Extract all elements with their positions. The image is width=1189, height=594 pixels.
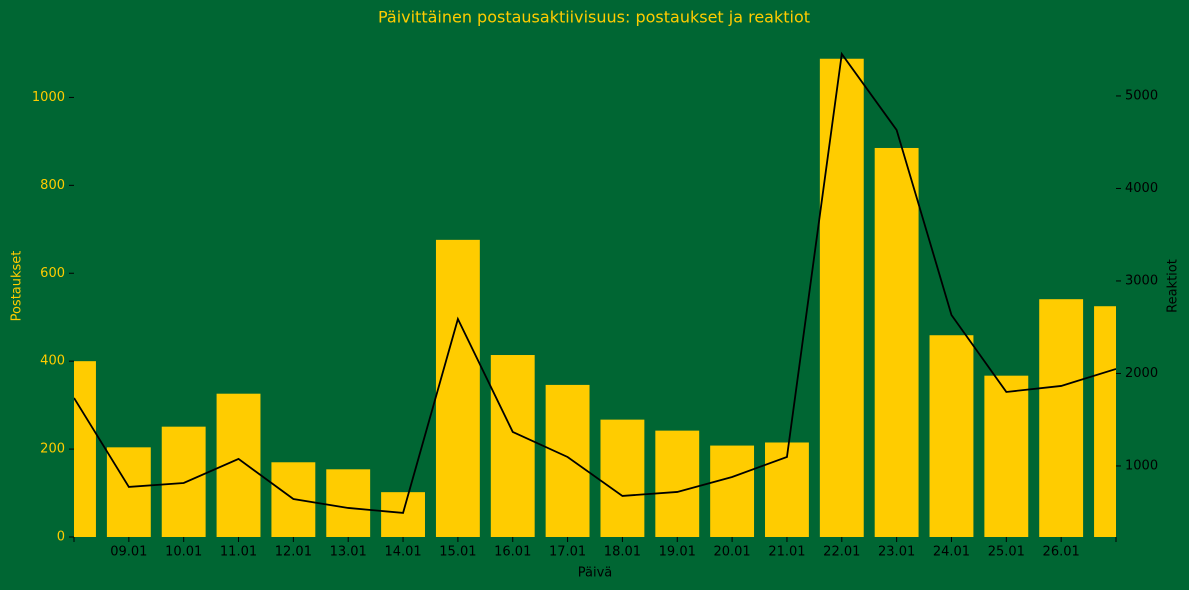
x-tick-label: 13.01 [330,545,367,560]
y2-tick-label: 4000 [1125,181,1158,196]
x-tick-label: 19.01 [659,545,696,560]
y2-tick-label: 2000 [1125,366,1158,381]
y-tick-label: 0 [57,530,65,545]
bar [600,419,645,537]
plot-area [74,51,1116,537]
y-axis-label: Postaukset [10,251,25,322]
bar [326,469,371,537]
bar [1039,299,1084,537]
x-tick-label: 10.01 [165,545,202,560]
y-tick-label: 800 [40,178,65,193]
x-tick-label: 23.01 [878,545,915,560]
bar [490,355,535,537]
y-tick-label: 1000 [32,90,65,105]
x-tick-label: 11.01 [220,545,257,560]
bar [161,426,206,537]
x-tick-label: 18.01 [604,545,641,560]
y2-tick-label: 1000 [1125,458,1158,473]
bar [874,147,919,537]
bar [655,430,700,537]
y-tick-label: 400 [40,354,65,369]
y2-tick-label: 5000 [1125,88,1158,103]
y2-axis-label: Reaktiot [1166,259,1181,313]
chart-title: Päivittäinen postausaktiivisuus: postauk… [378,8,810,27]
bar [984,375,1029,537]
x-tick-label: 20.01 [713,545,750,560]
x-tick-label: 15.01 [439,545,476,560]
bar [765,442,809,537]
x-tick-label: 12.01 [275,545,312,560]
bar [545,384,590,537]
x-tick-label: 21.01 [768,545,805,560]
bar [929,335,974,537]
bar [819,58,864,537]
x-tick-label: 09.01 [110,545,147,560]
bar [435,239,480,537]
x-tick-label: 17.01 [549,545,586,560]
y-tick-label: 600 [40,266,65,281]
bar [1094,306,1116,537]
bar [74,361,96,537]
x-tick-label: 25.01 [988,545,1025,560]
bar [381,492,425,537]
y-tick-label: 200 [40,442,65,457]
x-axis-label: Päivä [578,566,613,581]
bar [710,445,755,537]
x-tick-label: 16.01 [494,545,531,560]
x-tick-label: 14.01 [384,545,421,560]
x-tick-label: 24.01 [933,545,970,560]
y2-tick-label: 3000 [1125,273,1158,288]
line [74,51,1116,514]
x-tick-label: 26.01 [1043,545,1080,560]
x-tick-label: 22.01 [823,545,860,560]
